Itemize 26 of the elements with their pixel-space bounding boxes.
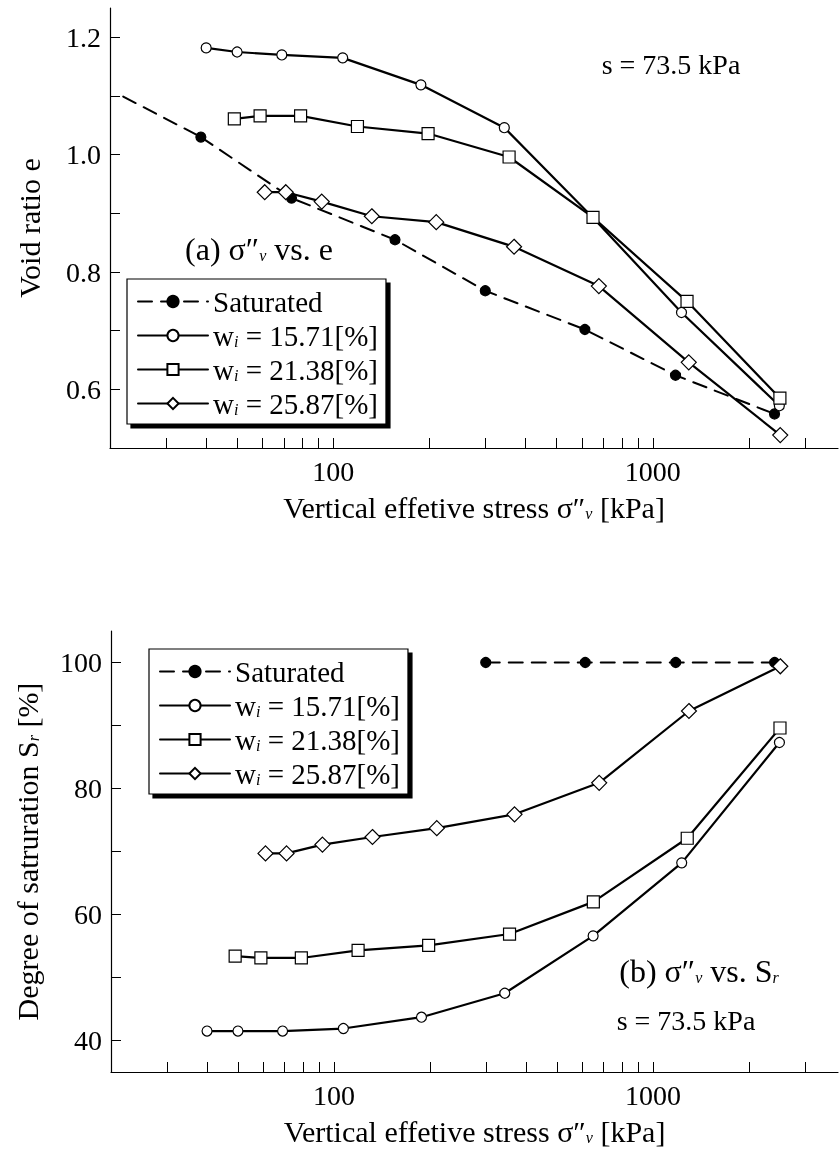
text: (b) σ″v vs. Sr <box>619 953 780 989</box>
y-tick-label: 80 <box>74 773 102 804</box>
annotation: s = 73.5 kPa <box>616 1004 756 1036</box>
legend-label: wi = 25.87[%] <box>235 757 400 790</box>
x-tick-label: 1000 <box>625 1079 682 1111</box>
legend-label: Saturated <box>213 285 324 318</box>
annotation: s = 73.5 kPa <box>601 48 741 80</box>
y-tick-label: 1.2 <box>66 21 101 53</box>
y-tick-label: 0.8 <box>66 256 101 288</box>
legend-label: wi = 15.71[%] <box>235 689 400 722</box>
y-tick-label: 40 <box>74 1025 102 1056</box>
y-tick-label: 100 <box>60 647 102 678</box>
x-tick-label: 1000 <box>624 455 681 487</box>
y-tick-label: 60 <box>74 899 102 930</box>
legend-label: wi = 25.87[%] <box>213 387 378 420</box>
x-axis-title: Vertical effetive stress σ″v [kPa] <box>283 490 665 524</box>
legend-label: wi = 15.71[%] <box>213 319 378 352</box>
y-tick-label: 1.0 <box>66 139 101 171</box>
text: (a) σ″v vs. e <box>185 231 333 267</box>
y-axis-title: Void ratio e <box>12 158 46 298</box>
legend-label: Saturated <box>235 655 346 688</box>
y-tick-label: 0.6 <box>66 373 101 405</box>
y-axis-title: Degree of satruration Sr [%] <box>10 682 44 1021</box>
legend-label: wi = 21.38[%] <box>213 353 378 386</box>
x-axis-title: Vertical effetive stress σ″v [kPa] <box>283 1114 666 1148</box>
legend-label: wi = 21.38[%] <box>235 723 400 756</box>
